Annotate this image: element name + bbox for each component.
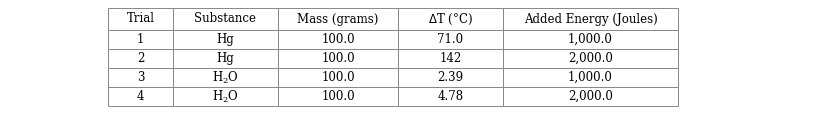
Text: 100.0: 100.0 [321, 71, 355, 84]
Text: Hg: Hg [217, 52, 234, 65]
Text: 71.0: 71.0 [437, 33, 463, 46]
Text: $\mathregular{H_2O}$: $\mathregular{H_2O}$ [212, 88, 239, 104]
Bar [108, 30, 173, 49]
Text: 1: 1 [136, 33, 144, 46]
Bar [278, 8, 398, 30]
Bar [108, 87, 173, 106]
Text: Mass (grams): Mass (grams) [297, 12, 378, 26]
Text: 100.0: 100.0 [321, 90, 355, 103]
Bar [502, 68, 677, 87]
Text: 4: 4 [136, 90, 144, 103]
Bar [278, 30, 398, 49]
Text: $\mathregular{H_2O}$: $\mathregular{H_2O}$ [212, 70, 239, 86]
Text: 100.0: 100.0 [321, 33, 355, 46]
Bar [173, 8, 278, 30]
Bar [398, 49, 502, 68]
Text: 142: 142 [439, 52, 461, 65]
Bar [502, 87, 677, 106]
Bar [173, 87, 278, 106]
Bar [108, 49, 173, 68]
Bar [398, 30, 502, 49]
Bar [502, 8, 677, 30]
Text: 1,000.0: 1,000.0 [567, 71, 612, 84]
Text: Trial: Trial [127, 12, 155, 26]
Bar [502, 30, 677, 49]
Bar [502, 49, 677, 68]
Text: 2.39: 2.39 [437, 71, 463, 84]
Bar [278, 87, 398, 106]
Text: 4.78: 4.78 [437, 90, 463, 103]
Bar [398, 68, 502, 87]
Text: $\Delta$T (°C): $\Delta$T (°C) [428, 12, 472, 26]
Bar [173, 68, 278, 87]
Bar [108, 8, 173, 30]
Text: Added Energy (Joules): Added Energy (Joules) [523, 12, 657, 26]
Text: 2,000.0: 2,000.0 [567, 52, 612, 65]
Text: 2,000.0: 2,000.0 [567, 90, 612, 103]
Bar [278, 49, 398, 68]
Bar [173, 49, 278, 68]
Bar [278, 68, 398, 87]
Bar [108, 68, 173, 87]
Text: 3: 3 [136, 71, 144, 84]
Text: 100.0: 100.0 [321, 52, 355, 65]
Text: Hg: Hg [217, 33, 234, 46]
Bar [398, 87, 502, 106]
Bar [173, 30, 278, 49]
Text: 1,000.0: 1,000.0 [567, 33, 612, 46]
Text: Substance: Substance [194, 12, 256, 26]
Text: 2: 2 [136, 52, 144, 65]
Bar [398, 8, 502, 30]
